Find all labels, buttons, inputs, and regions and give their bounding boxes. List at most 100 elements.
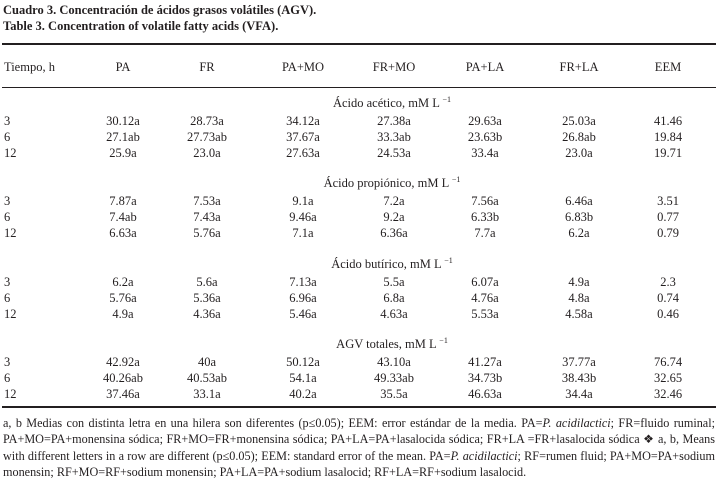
value-cell: 6.2a: [112, 275, 134, 289]
time-cell: 6: [4, 210, 11, 224]
value-cell: 34.73b: [467, 371, 503, 385]
value-cell: 6.83b: [564, 210, 594, 224]
value-cell: 19.71: [653, 146, 683, 160]
footnote-italic-2: P. acidilactici: [450, 448, 518, 463]
section-label: AGV totales, mM L: [336, 337, 437, 351]
value-cell: 34.12a: [286, 114, 320, 128]
value-cell: 42.92a: [106, 355, 140, 369]
value-cell: 6.33b: [470, 210, 500, 224]
column-header: PA+MO: [281, 60, 325, 74]
value-cell: 5.76a: [193, 226, 221, 240]
value-cell: 25.9a: [109, 146, 137, 160]
value-cell: 23.0a: [193, 146, 221, 160]
value-cell: 4.8a: [568, 291, 590, 305]
footnote-text-3: ; RF=rumen fluid; PA+MO=PA+sodium monens…: [3, 448, 716, 480]
section-label: Ácido propiónico, mM L: [323, 176, 449, 190]
value-cell: 6.36a: [380, 226, 408, 240]
column-header: Tiempo, h: [4, 60, 55, 74]
time-cell: 3: [4, 114, 11, 128]
table-footnote: a, b Medias con distinta letra en una hi…: [3, 415, 715, 481]
value-cell: 0.46: [657, 307, 679, 321]
value-cell: 32.46: [653, 387, 683, 401]
value-cell: 37.67a: [286, 130, 320, 144]
value-cell: 32.65: [653, 371, 683, 385]
value-cell: 41.27a: [468, 355, 502, 369]
value-cell: 23.0a: [565, 146, 593, 160]
section-unit-exponent: −1: [444, 255, 453, 265]
value-cell: 27.63a: [286, 146, 320, 160]
time-cell: 6: [4, 130, 11, 144]
value-cell: 4.9a: [568, 275, 590, 289]
value-cell: 40.2a: [289, 387, 317, 401]
value-cell: 5.6a: [196, 275, 218, 289]
value-cell: 0.74: [657, 291, 679, 305]
value-cell: 28.73a: [190, 114, 224, 128]
column-header: FR+LA: [559, 60, 599, 74]
value-cell: 7.43a: [193, 210, 221, 224]
column-header: FR: [199, 60, 215, 74]
value-cell: 5.53a: [471, 307, 499, 321]
value-cell: 40a: [197, 355, 217, 369]
value-cell: 40.26ab: [103, 371, 143, 385]
time-cell: 12: [4, 226, 17, 240]
value-cell: 4.9a: [112, 307, 134, 321]
section-label: Ácido butírico, mM L: [331, 257, 442, 271]
section-heading: AGV totales, mM L −1: [336, 336, 448, 352]
value-cell: 41.46: [653, 114, 683, 128]
table-title-en: Table 3. Concentration of volatile fatty…: [3, 19, 279, 33]
value-cell: 54.1a: [289, 371, 317, 385]
value-cell: 7.2a: [383, 194, 405, 208]
value-cell: 37.77a: [562, 355, 596, 369]
value-cell: 5.5a: [383, 275, 405, 289]
top-rule: [2, 43, 716, 45]
time-cell: 12: [4, 307, 17, 321]
value-cell: 3.51: [657, 194, 679, 208]
value-cell: 26.8ab: [562, 130, 596, 144]
value-cell: 6.8a: [383, 291, 405, 305]
value-cell: 6.2a: [568, 226, 590, 240]
column-header: PA: [115, 60, 131, 74]
value-cell: 7.53a: [193, 194, 221, 208]
time-cell: 6: [4, 291, 11, 305]
value-cell: 7.1a: [292, 226, 314, 240]
value-cell: 40.53ab: [187, 371, 227, 385]
time-cell: 12: [4, 387, 17, 401]
value-cell: 33.4a: [471, 146, 499, 160]
time-cell: 3: [4, 355, 11, 369]
value-cell: 49.33ab: [374, 371, 414, 385]
value-cell: 33.1a: [193, 387, 221, 401]
column-header: PA+LA: [465, 60, 505, 74]
value-cell: 43.10a: [377, 355, 411, 369]
section-heading: Ácido acético, mM L −1: [332, 94, 452, 111]
time-cell: 6: [4, 371, 11, 385]
value-cell: 6.63a: [109, 226, 137, 240]
column-header: FR+MO: [372, 60, 416, 74]
section-unit-exponent: −1: [451, 174, 461, 184]
section-heading: Ácido butírico, mM L −1: [331, 255, 453, 272]
value-cell: 9.46a: [289, 210, 317, 224]
value-cell: 34.4a: [565, 387, 593, 401]
value-cell: 0.79: [657, 226, 679, 240]
section-heading: Ácido propiónico, mM L −1: [323, 174, 461, 191]
value-cell: 33.3ab: [377, 130, 411, 144]
value-cell: 19.84: [653, 130, 683, 144]
time-cell: 12: [4, 146, 17, 160]
value-cell: 6.46a: [565, 194, 593, 208]
section-unit-exponent: −1: [442, 94, 452, 104]
value-cell: 0.77: [657, 210, 679, 224]
value-cell: 7.4ab: [109, 210, 137, 224]
footnote-italic-1: P. acidilactici: [542, 416, 611, 430]
value-cell: 25.03a: [562, 114, 596, 128]
value-cell: 9.2a: [383, 210, 405, 224]
value-cell: 6.96a: [289, 291, 317, 305]
value-cell: 7.87a: [109, 194, 137, 208]
column-header: EEM: [654, 60, 682, 74]
footnote-text-1: a, b Medias con distinta letra en una hi…: [3, 416, 543, 430]
section-label: Ácido acético, mM L: [332, 96, 440, 110]
header-rule: [2, 87, 716, 88]
time-cell: 3: [4, 275, 11, 289]
value-cell: 2.3: [660, 275, 676, 289]
value-cell: 23.63b: [467, 130, 503, 144]
value-cell: 30.12a: [106, 114, 140, 128]
table-title-es: Cuadro 3. Concentración de ácidos grasos…: [3, 3, 317, 17]
